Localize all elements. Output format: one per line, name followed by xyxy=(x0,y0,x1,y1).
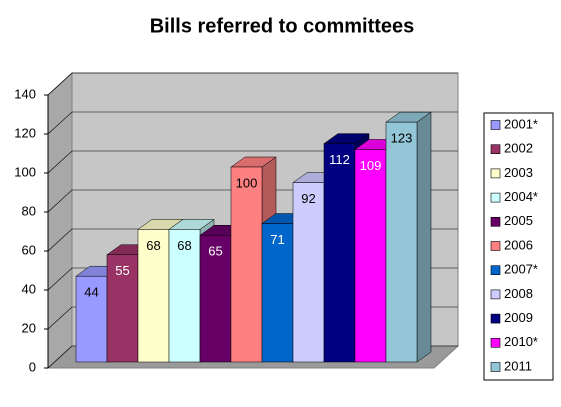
y-tick-label: 80 xyxy=(22,203,36,218)
bar xyxy=(292,182,325,363)
value-label: 123 xyxy=(391,131,413,146)
y-tick-label: 40 xyxy=(22,281,36,296)
legend-swatch xyxy=(490,192,501,203)
legend-swatch xyxy=(490,144,501,154)
legend-label: 2004* xyxy=(504,189,538,204)
bar xyxy=(168,229,201,363)
legend-label: 2005 xyxy=(504,213,533,228)
bar xyxy=(385,121,418,363)
legend-swatch xyxy=(490,362,501,372)
legend-label: 2007* xyxy=(504,262,538,277)
legend-swatch xyxy=(490,265,501,276)
legend-label: 2008 xyxy=(504,286,533,301)
value-label: 100 xyxy=(236,175,258,190)
bar xyxy=(354,149,387,363)
bar xyxy=(106,254,139,363)
legend-swatch xyxy=(490,241,501,251)
legend-label: 2011 xyxy=(504,358,532,373)
y-tick-label: 60 xyxy=(22,242,36,257)
value-label: 55 xyxy=(115,263,129,278)
legend-swatch xyxy=(490,217,501,227)
bar xyxy=(137,229,170,363)
grid-line xyxy=(47,111,458,135)
legend-label: 2002 xyxy=(504,141,533,156)
legend-label: 2009 xyxy=(504,310,533,325)
legend-label: 2003 xyxy=(504,165,533,180)
value-label: 92 xyxy=(301,191,315,206)
chart-title: Bills referred to committees xyxy=(150,15,415,37)
value-label: 109 xyxy=(360,158,382,173)
bar xyxy=(323,143,356,363)
legend-swatch xyxy=(490,337,501,348)
side-wall xyxy=(47,71,73,370)
legend-swatch xyxy=(490,289,501,300)
value-label: 68 xyxy=(177,238,191,253)
value-label: 71 xyxy=(270,232,284,247)
legend-label: 2001* xyxy=(504,116,538,131)
bar xyxy=(230,166,263,363)
bar xyxy=(261,223,294,363)
y-tick-label: 100 xyxy=(14,164,36,179)
value-label: 112 xyxy=(329,152,350,167)
legend-swatch xyxy=(490,313,501,324)
legend-swatch xyxy=(490,168,501,179)
y-tick-label: 140 xyxy=(14,86,36,101)
value-label: 44 xyxy=(84,285,98,300)
bar-side xyxy=(416,111,432,363)
bar xyxy=(75,275,108,363)
legend-label: 2010* xyxy=(504,334,538,349)
value-label: 68 xyxy=(146,238,160,253)
y-tick-label: 20 xyxy=(22,320,36,335)
legend-swatch xyxy=(490,120,501,130)
bar xyxy=(199,235,232,363)
y-tick-label: 120 xyxy=(14,125,36,140)
value-label: 65 xyxy=(208,244,222,259)
y-tick-label: 0 xyxy=(29,359,36,374)
legend-label: 2006 xyxy=(504,237,533,252)
grid-line xyxy=(47,72,458,96)
